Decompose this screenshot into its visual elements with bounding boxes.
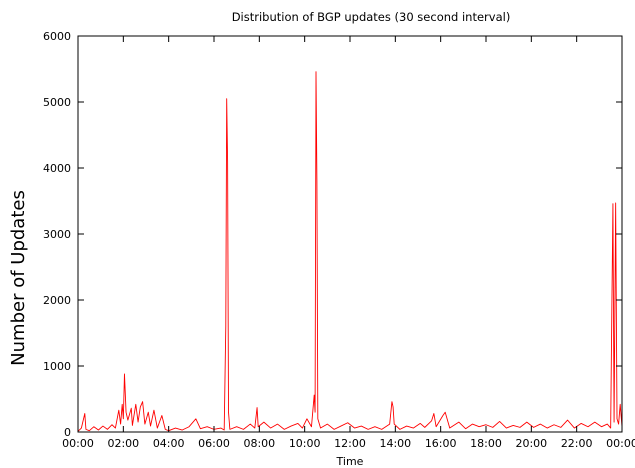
- y-tick-label: 4000: [43, 162, 71, 175]
- x-tick-label: 00:00: [606, 437, 635, 450]
- x-tick-label: 08:00: [243, 437, 275, 450]
- x-tick-label: 02:00: [107, 437, 139, 450]
- x-tick-label: 06:00: [198, 437, 230, 450]
- x-tick-label: 20:00: [515, 437, 547, 450]
- x-tick-label: 22:00: [561, 437, 593, 450]
- y-tick-label: 2000: [43, 294, 71, 307]
- plot-frame: [77, 35, 623, 433]
- x-axis-label: Time: [336, 455, 364, 468]
- y-axis-label: Number of Updates: [8, 190, 29, 366]
- y-tick-label: 0: [64, 426, 71, 439]
- y-tick-label: 6000: [43, 30, 71, 43]
- x-tick-label: 16:00: [425, 437, 457, 450]
- x-tick-label: 14:00: [379, 437, 411, 450]
- x-tick-label: 10:00: [289, 437, 321, 450]
- x-tick-label: 12:00: [334, 437, 366, 450]
- plot-area: 0 1000 2000 3000 4000 5000 6000 00:00 02:00 04:00…: [43, 30, 635, 450]
- x-tick-label: 18:00: [470, 437, 502, 450]
- chart-title: Distribution of BGP updates (30 second i…: [232, 10, 511, 24]
- series-line-0: [77, 71, 623, 432]
- x-tick-label: 04:00: [153, 437, 185, 450]
- y-tick-label: 5000: [43, 96, 71, 109]
- y-tick-label: 1000: [43, 360, 71, 373]
- x-tick-label: 00:00: [62, 437, 94, 450]
- y-tick-label: 3000: [43, 228, 71, 241]
